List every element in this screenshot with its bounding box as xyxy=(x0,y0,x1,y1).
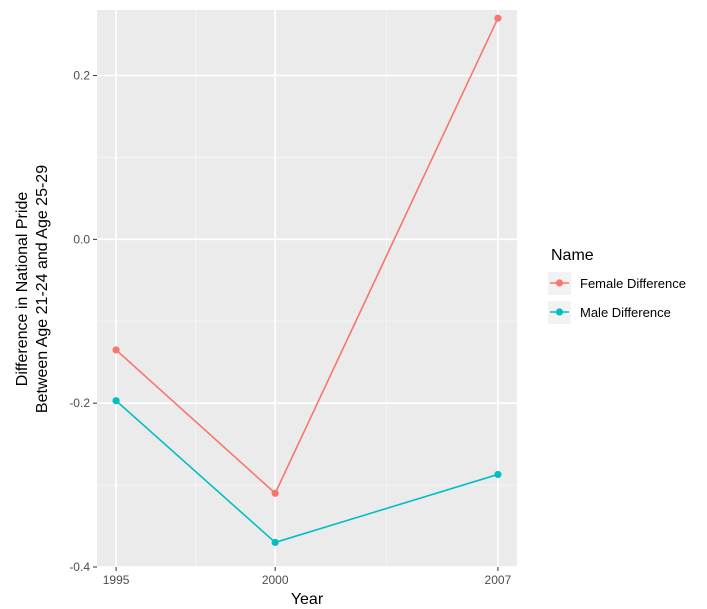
x-axis-title: Year xyxy=(291,591,324,608)
x-tick-label: 2000 xyxy=(262,573,289,587)
x-tick-label: 2007 xyxy=(485,573,512,587)
x-tick-label: 1995 xyxy=(103,573,130,587)
legend: Name Female Difference Male Difference xyxy=(548,247,686,324)
y-tick-label: 0.0 xyxy=(73,232,90,246)
data-point xyxy=(112,397,120,405)
legend-title: Name xyxy=(551,247,594,264)
y-axis-ticks: -0.4 -0.2 0.0 0.2 xyxy=(69,69,97,574)
data-point xyxy=(271,489,279,497)
legend-items: Female Difference Male Difference xyxy=(548,272,686,324)
x-axis-ticks: 1995 2000 2007 xyxy=(103,567,512,587)
legend-label: Female Difference xyxy=(580,276,686,291)
legend-label: Male Difference xyxy=(580,305,671,320)
y-tick-label: 0.2 xyxy=(73,69,90,83)
y-tick-label: -0.2 xyxy=(69,396,90,410)
y-axis-title: Difference in National Pride Between Age… xyxy=(14,165,51,413)
y-axis-title-line-2: Between Age 21-24 and Age 25-29 xyxy=(34,165,51,413)
y-tick-label: -0.4 xyxy=(69,560,90,574)
y-axis-title-line-1: Difference in National Pride xyxy=(14,192,31,387)
legend-key-point xyxy=(555,308,564,316)
minor-gridlines xyxy=(97,10,517,567)
data-point xyxy=(494,14,502,22)
plot-panel xyxy=(97,10,517,567)
series-points xyxy=(112,14,502,547)
data-point xyxy=(112,346,120,354)
data-point xyxy=(271,538,279,547)
legend-key-point xyxy=(555,279,564,287)
data-point xyxy=(494,470,502,479)
